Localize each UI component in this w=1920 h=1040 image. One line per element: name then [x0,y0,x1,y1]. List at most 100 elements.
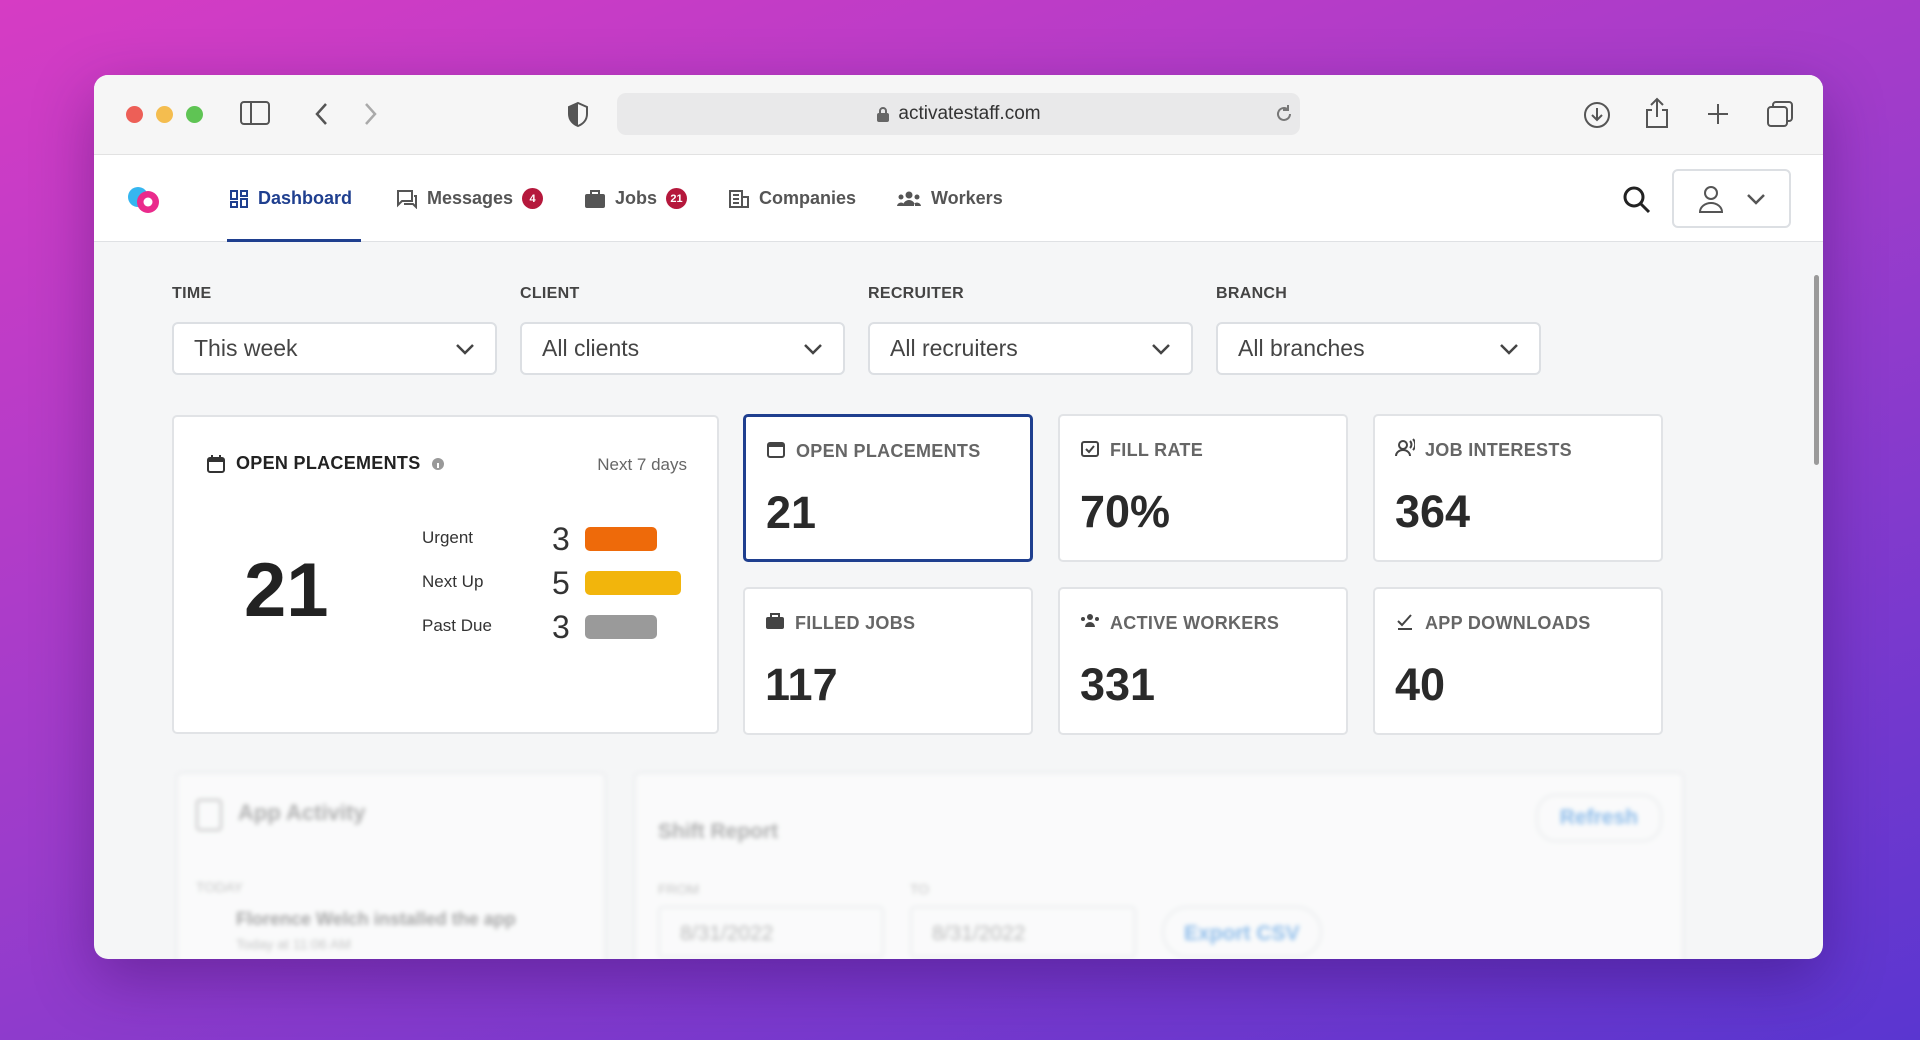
breakdown-bar [585,615,658,639]
new-tab-button[interactable] [1706,102,1730,126]
stat-value: 364 [1395,486,1471,537]
nav-item[interactable]: Jobs 21 [584,155,688,242]
dropdown[interactable]: All branches [1216,322,1541,375]
messages-icon [397,189,417,209]
address-bar[interactable]: activatestaff.com [617,93,1300,135]
breakdown-bar [585,571,681,595]
nav-item[interactable]: Messages 4 [396,155,544,242]
to-input[interactable]: 8/31/2022 [910,906,1136,958]
card-title: Shift Report [658,820,779,843]
dropdown[interactable]: All clients [520,322,845,375]
section-label: TODAY [196,879,243,895]
stat-card[interactable]: ACTIVE WORKERS 331 [1058,587,1348,735]
sidebar-button[interactable] [240,101,270,127]
activity-icon [196,799,222,831]
breakdown-label: Next Up [422,572,484,591]
user-menu[interactable] [1672,169,1791,228]
stat-title: FILLED JOBS [765,611,915,636]
breakdown-bar [585,527,658,551]
dropdown-value: This week [194,335,298,361]
shift-report-card: Shift Report Refresh FROM TO 8/31/2022 8… [634,772,1684,959]
browser-window: activatestaff.com Dashboard Messages 4 J… [94,75,1823,959]
stat-card[interactable]: APP DOWNLOADS 40 [1373,587,1663,735]
card-title-text: OPEN PLACEMENTS [236,453,421,473]
chevron-icon [455,335,475,362]
event-text: Florence Welch installed the app [236,909,516,929]
stat-card[interactable]: FILLED JOBS 117 [743,587,1033,735]
minimize-button[interactable] [156,106,173,123]
stat-title: FILL RATE [1080,438,1203,463]
from-input[interactable]: 8/31/2022 [658,906,884,958]
breakdown-value: 3 [552,521,570,557]
nav-item[interactable]: Companies [728,155,856,242]
nav-badge: 4 [522,188,544,209]
filter-label: CLIENT [520,285,580,302]
app-nav: Dashboard Messages 4 Jobs 21 Companies W… [94,155,1823,242]
search-button[interactable] [1622,185,1652,215]
open-placements-card: OPEN PLACEMENTS Next 7 days 21 Urgent 3 Ne… [172,415,719,734]
nav-item[interactable]: Dashboard [229,155,352,242]
dropdown[interactable]: All recruiters [868,322,1193,375]
stat-icon [1080,438,1100,463]
companies-icon [729,189,749,208]
stat-title-text: FILL RATE [1110,440,1204,460]
close-button[interactable] [126,106,143,123]
stat-card[interactable]: FILL RATE 70% [1058,414,1348,562]
downloads-button[interactable] [1582,100,1612,130]
stat-title-text: APP DOWNLOADS [1425,613,1591,633]
dropdown[interactable]: This week [172,322,497,375]
user-icon [1698,185,1723,213]
stat-title: ACTIVE WORKERS [1080,611,1279,636]
nav-label: Companies [759,188,857,208]
stat-value: 70% [1080,486,1171,537]
forward-button[interactable] [360,101,380,127]
nav-label: Messages [427,188,514,208]
card-title: OPEN PLACEMENTS [206,453,445,474]
nav-label: Jobs [615,188,658,208]
stat-title: OPEN PLACEMENTS [766,439,981,464]
share-button[interactable] [1644,97,1670,129]
stat-title-text: ACTIVE WORKERS [1110,613,1280,633]
info-icon[interactable] [431,457,445,471]
back-button[interactable] [312,101,332,127]
calendar-icon [207,454,225,473]
to-label: TO [910,881,930,897]
zoom-button[interactable] [186,106,203,123]
stat-value: 40 [1395,659,1446,710]
scrollbar[interactable] [1814,275,1819,465]
event-time: Today at 11:06 AM [236,936,351,952]
nav-label: Workers [931,188,1003,208]
breakdown-value: 5 [552,565,570,601]
reload-button[interactable] [1274,103,1294,125]
stat-title: APP DOWNLOADS [1395,611,1591,636]
period-label: Next 7 days [597,455,687,474]
tabs-button[interactable] [1766,100,1794,128]
nav-label: Dashboard [258,188,353,208]
lock-icon [877,106,890,122]
stat-card[interactable]: OPEN PLACEMENTS 21 [743,414,1033,562]
stat-value: 331 [1080,659,1156,710]
nav-item[interactable]: Workers [896,155,1003,242]
workers-icon [897,191,921,206]
refresh-button[interactable]: Refresh [1535,794,1662,842]
filter-label: RECRUITER [868,285,965,302]
breakdown-label: Urgent [422,528,474,547]
chevron-icon [803,335,823,362]
export-button[interactable]: Export CSV [1162,906,1322,958]
stat-title-text: OPEN PLACEMENTS [796,441,981,461]
from-label: FROM [658,881,700,897]
logo[interactable] [126,185,162,215]
chevron-icon [1151,335,1171,362]
stat-title: JOB INTERESTS [1395,438,1572,463]
total-value: 21 [244,548,329,633]
title-bar: activatestaff.com [94,75,1823,155]
stat-icon [1080,611,1100,636]
stat-card[interactable]: JOB INTERESTS 364 [1373,414,1663,562]
dropdown-value: All branches [1238,335,1365,361]
breakdown-label: Past Due [422,616,492,635]
chevron-icon [1499,335,1519,362]
stat-value: 117 [765,659,838,710]
stat-value: 21 [766,487,817,538]
privacy-icon[interactable] [566,101,590,129]
